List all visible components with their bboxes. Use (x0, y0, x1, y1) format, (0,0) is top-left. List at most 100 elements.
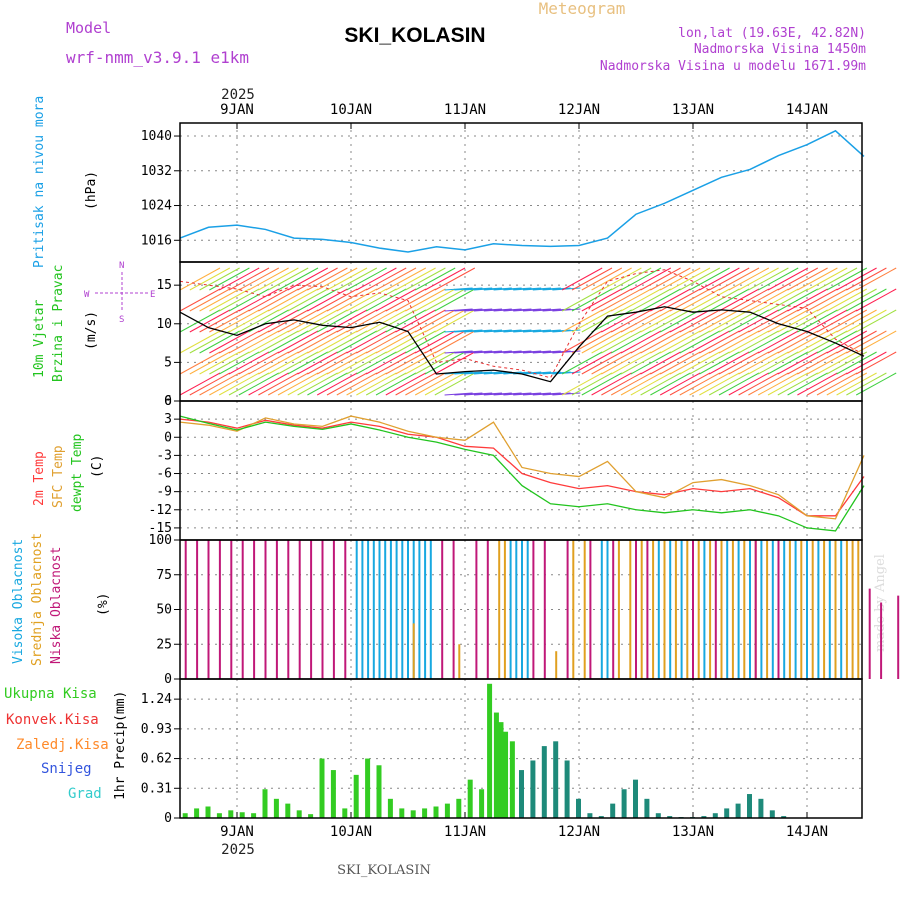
wind-barb (679, 267, 721, 291)
total_rain-precip-bar (251, 813, 257, 818)
wind-barb (699, 288, 740, 312)
cloud-unit: (%) (96, 593, 111, 616)
wind-barb (728, 351, 770, 375)
y-tick-label: 6 (164, 394, 172, 409)
wind-barb (375, 288, 417, 312)
wind-barb (258, 372, 299, 396)
wind-barb (277, 288, 319, 312)
wind-barb (591, 330, 632, 354)
wind-barb (228, 372, 270, 396)
legend-total-rain: Ukupna Kisa (4, 686, 97, 702)
y-tick-label: 1032 (141, 164, 172, 179)
wind-barb (738, 372, 779, 396)
wind-barb (826, 288, 868, 312)
wind-barb (757, 372, 799, 396)
wind-barb (561, 288, 603, 312)
total_rain-precip-bar (365, 758, 371, 818)
wind-barb (346, 309, 387, 333)
lonlat-text: lon,lat (19.63E, 42.82N) (678, 26, 866, 41)
snow-precip-bar (667, 816, 673, 818)
wind-barb (718, 372, 760, 396)
wind-barb (248, 267, 289, 291)
wind-barb (405, 288, 446, 312)
y-tick-label: 1040 (141, 129, 172, 144)
wind-barb (228, 309, 270, 333)
total_rain-precip-bar (493, 712, 499, 818)
wind-barb (346, 330, 387, 354)
wind-barb (836, 309, 877, 333)
wind-barb (346, 351, 387, 375)
wind-barb (218, 309, 260, 333)
wind-barb (297, 267, 338, 291)
total_rain-precip-bar (410, 810, 416, 818)
wind-barb (454, 308, 483, 312)
wind-barb (591, 351, 632, 375)
y-tick-label: 0.31 (141, 781, 172, 796)
wind-barb (855, 330, 897, 354)
wind-barb (267, 372, 309, 396)
wind-barb (297, 351, 338, 375)
wind-barb (414, 372, 456, 396)
wind-barb (846, 288, 887, 312)
wind-barb (473, 329, 503, 333)
wind-barb (522, 329, 552, 333)
y-tick-label: 5 (164, 355, 172, 370)
snow-precip-bar (587, 813, 593, 818)
total_rain-precip-bar (308, 814, 314, 818)
wind-barb (806, 351, 848, 375)
wind-barb (650, 330, 691, 354)
snow-precip-bar (633, 779, 638, 818)
wind-barb (640, 267, 681, 291)
wind-barb (424, 267, 466, 291)
wind-barb (767, 288, 809, 312)
wind-barb (326, 351, 368, 375)
legend-convective: Konvek.Kisa (6, 712, 99, 728)
wind-barb (738, 288, 779, 312)
wind-barb (699, 267, 740, 291)
wind-barb (493, 350, 522, 354)
wind-barb (601, 267, 642, 291)
snow-precip-bar (701, 816, 707, 818)
wind-barb (787, 267, 828, 291)
wind-barb (287, 309, 329, 333)
wind-barb (464, 287, 493, 291)
wind-barb (365, 288, 407, 312)
wind-barb (199, 267, 240, 291)
wind-barb (307, 372, 348, 396)
wind-barb (561, 309, 603, 333)
wind-barb (336, 372, 378, 396)
wind-barb (326, 309, 368, 333)
wind-barb (356, 372, 397, 396)
wind-barb (493, 371, 522, 375)
y-tick-label: 0 (164, 672, 172, 687)
wind-barb (816, 330, 858, 354)
wind-barb (287, 288, 329, 312)
wind-barb (522, 308, 552, 312)
y-tick-label: -6 (156, 467, 172, 482)
wind-barb (699, 309, 740, 333)
wind-barb (640, 351, 681, 375)
wind-barb (248, 372, 289, 396)
wind-barb (375, 309, 417, 333)
wind-barb (346, 267, 387, 291)
wind-barb (757, 309, 799, 333)
wind-barb (571, 372, 613, 396)
snow-precip-bar (553, 741, 559, 818)
wind-barb (561, 267, 603, 291)
wind-barb (326, 330, 368, 354)
wind-barb (209, 288, 250, 312)
wind-barb (189, 267, 231, 291)
wind-barb (424, 309, 466, 333)
temp-ylabel1: 2m Temp (32, 451, 47, 506)
wind-barb (748, 309, 789, 333)
wind-barb (620, 372, 662, 396)
total_rain-precip-bar (330, 770, 336, 818)
wind-barb (454, 350, 483, 354)
wind-barb (493, 329, 522, 333)
wind-barb (454, 329, 483, 333)
wind-barb (385, 372, 427, 396)
wind-barb (316, 330, 358, 354)
snow-precip-bar (747, 794, 752, 818)
snow-precip-bar (541, 746, 547, 818)
wind-barb (610, 309, 652, 333)
